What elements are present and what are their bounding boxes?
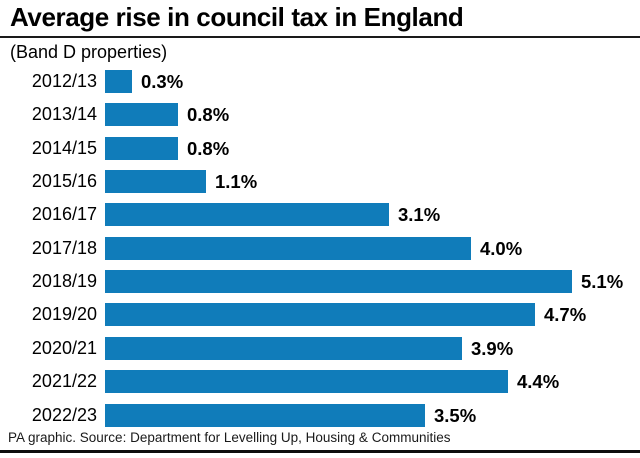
bar-row: 2016/17 3.1% (0, 203, 440, 226)
bar-row: 2022/23 3.5% (0, 404, 476, 427)
source-credit: PA graphic. Source: Department for Level… (8, 430, 451, 445)
year-label: 2012/13 (31, 71, 97, 91)
bar (105, 137, 178, 160)
bar-row: 2021/22 4.4% (0, 370, 559, 393)
bar (105, 370, 508, 393)
bar (105, 203, 389, 226)
year-label: 2016/17 (31, 204, 97, 224)
title-divider (0, 36, 640, 38)
year-label: 2018/19 (31, 271, 97, 291)
value-label: 4.0% (480, 237, 523, 259)
value-label: 0.8% (187, 103, 230, 125)
value-label: 0.8% (187, 137, 230, 159)
year-label: 2015/16 (31, 171, 97, 191)
year-label: 2013/14 (31, 104, 97, 124)
value-label: 3.1% (398, 203, 441, 225)
year-label: 2017/18 (31, 238, 97, 258)
bottom-divider (0, 450, 640, 453)
bar-row: 2012/13 0.3% (0, 70, 183, 93)
bar (105, 404, 425, 427)
chart-title: Average rise in council tax in England (10, 2, 464, 32)
bar (105, 337, 462, 360)
bar (105, 270, 572, 293)
bar-row: 2019/20 4.7% (0, 303, 586, 326)
bar-row: 2020/21 3.9% (0, 337, 513, 360)
bar (105, 303, 535, 326)
chart-subtitle: (Band D properties) (10, 42, 168, 62)
year-label: 2014/15 (31, 138, 97, 158)
bar (105, 70, 132, 93)
value-label: 0.3% (141, 70, 184, 92)
value-label: 4.7% (544, 303, 587, 325)
bar-row: 2014/15 0.8% (0, 137, 229, 160)
bar-row: 2013/14 0.8% (0, 103, 229, 126)
value-label: 3.5% (434, 404, 477, 426)
bar-row: 2017/18 4.0% (0, 237, 522, 260)
year-label: 2022/23 (31, 405, 97, 425)
year-label: 2021/22 (31, 371, 97, 391)
value-label: 4.4% (517, 370, 560, 392)
bar (105, 103, 178, 126)
year-label: 2019/20 (31, 304, 97, 324)
bar (105, 237, 471, 260)
year-label: 2020/21 (31, 338, 97, 358)
bar-row: 2015/16 1.1% (0, 170, 257, 193)
value-label: 5.1% (581, 270, 624, 292)
value-label: 1.1% (215, 170, 258, 192)
bar (105, 170, 206, 193)
value-label: 3.9% (471, 337, 514, 359)
bar-row: 2018/19 5.1% (0, 270, 623, 293)
